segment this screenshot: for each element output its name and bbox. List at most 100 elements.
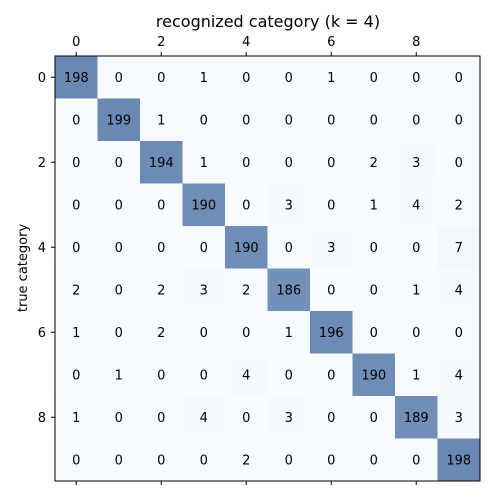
cell-value-label-r5-c4: 2 <box>242 283 250 298</box>
cell-value-label-r3-c4: 0 <box>242 198 250 213</box>
cell-value-label-r0-c1: 0 <box>115 71 123 86</box>
cell-value-label-r3-c7: 1 <box>370 198 378 213</box>
x-tick-label-8: 8 <box>412 35 420 50</box>
cell-value-label-r5-c2: 2 <box>157 283 165 298</box>
cell-value-label-r2-c0: 0 <box>72 156 80 171</box>
cell-value-label-r5-c5: 186 <box>276 283 301 298</box>
cell-value-label-r2-c7: 2 <box>370 156 378 171</box>
cell-value-label-r7-c7: 190 <box>361 368 386 383</box>
cell-value-label-r7-c0: 0 <box>72 368 80 383</box>
cell-value-label-r2-c4: 0 <box>242 156 250 171</box>
cell-value-label-r0-c2: 0 <box>157 71 165 86</box>
cell-value-label-r2-c3: 1 <box>200 156 208 171</box>
x-tick-label-0: 0 <box>72 35 80 50</box>
cell-value-label-r8-c0: 1 <box>72 411 80 426</box>
cell-value-label-r9-c0: 0 <box>72 453 80 468</box>
y-tick-label-2: 2 <box>38 156 46 171</box>
cell-value-label-r4-c7: 0 <box>370 241 378 256</box>
cell-value-label-r0-c4: 0 <box>242 71 250 86</box>
y-tick-label-0: 0 <box>38 71 46 86</box>
cell-value-label-r8-c7: 0 <box>370 411 378 426</box>
cell-value-label-r8-c4: 0 <box>242 411 250 426</box>
cell-value-label-r8-c8: 189 <box>404 411 429 426</box>
cell-value-label-r4-c8: 0 <box>412 241 420 256</box>
cell-value-label-r4-c9: 7 <box>455 241 463 256</box>
cell-value-label-r0-c7: 0 <box>370 71 378 86</box>
cell-value-label-r7-c3: 0 <box>200 368 208 383</box>
cell-value-label-r7-c1: 1 <box>115 368 123 383</box>
cell-value-label-r6-c3: 0 <box>200 326 208 341</box>
cell-value-label-r2-c5: 0 <box>285 156 293 171</box>
y-axis-label: true category <box>16 224 31 313</box>
cell-value-label-r5-c6: 0 <box>327 283 335 298</box>
cell-value-label-r4-c4: 190 <box>234 241 259 256</box>
cell-value-label-r8-c3: 4 <box>200 411 208 426</box>
cell-value-label-r6-c9: 0 <box>455 326 463 341</box>
cell-value-label-r7-c8: 1 <box>412 368 420 383</box>
cell-value-label-r9-c8: 0 <box>412 453 420 468</box>
y-tick-label-6: 6 <box>38 326 46 341</box>
cell-value-label-r6-c1: 0 <box>115 326 123 341</box>
cell-value-label-r1-c0: 0 <box>72 113 80 128</box>
cell-value-label-r3-c9: 2 <box>455 198 463 213</box>
cell-value-label-r0-c8: 0 <box>412 71 420 86</box>
cell-value-label-r6-c2: 2 <box>157 326 165 341</box>
cell-value-label-r6-c6: 196 <box>319 326 344 341</box>
cell-value-label-r5-c0: 2 <box>72 283 80 298</box>
cell-value-label-r8-c9: 3 <box>455 411 463 426</box>
cell-value-label-r2-c6: 0 <box>327 156 335 171</box>
cell-value-label-r6-c7: 0 <box>370 326 378 341</box>
cell-value-label-r9-c2: 0 <box>157 453 165 468</box>
y-tick-label-4: 4 <box>38 241 46 256</box>
cell-value-label-r7-c4: 4 <box>242 368 250 383</box>
cell-value-label-r1-c8: 0 <box>412 113 420 128</box>
cell-value-label-r1-c4: 0 <box>242 113 250 128</box>
cell-value-label-r5-c3: 3 <box>200 283 208 298</box>
x-tick-label-6: 6 <box>327 35 335 50</box>
cell-value-label-r2-c8: 3 <box>412 156 420 171</box>
cell-value-label-r8-c1: 0 <box>115 411 123 426</box>
cell-value-label-r1-c1: 199 <box>106 113 131 128</box>
cell-value-label-r5-c1: 0 <box>115 283 123 298</box>
cell-value-label-r7-c6: 0 <box>327 368 335 383</box>
cell-value-label-r3-c8: 4 <box>412 198 420 213</box>
cell-value-label-r1-c3: 0 <box>200 113 208 128</box>
cell-value-label-r5-c7: 0 <box>370 283 378 298</box>
cell-value-label-r4-c3: 0 <box>200 241 208 256</box>
cell-value-label-r6-c5: 1 <box>285 326 293 341</box>
cell-value-label-r9-c6: 0 <box>327 453 335 468</box>
cell-value-label-r3-c1: 0 <box>115 198 123 213</box>
cell-value-label-r0-c3: 1 <box>200 71 208 86</box>
cell-value-label-r7-c2: 0 <box>157 368 165 383</box>
cell-value-label-r5-c9: 4 <box>455 283 463 298</box>
cell-value-label-r2-c2: 194 <box>149 156 174 171</box>
cell-value-label-r4-c2: 0 <box>157 241 165 256</box>
cell-value-label-r4-c5: 0 <box>285 241 293 256</box>
cell-value-label-r6-c0: 1 <box>72 326 80 341</box>
cell-value-label-r8-c6: 0 <box>327 411 335 426</box>
cell-value-label-r0-c9: 0 <box>455 71 463 86</box>
cell-value-label-r2-c1: 0 <box>115 156 123 171</box>
cell-value-label-r0-c6: 1 <box>327 71 335 86</box>
cell-value-label-r3-c2: 0 <box>157 198 165 213</box>
cell-value-label-r1-c9: 0 <box>455 113 463 128</box>
heatmap-cells: 198 0 0 1 0 0 1 0 0 00 199 1 0 0 0 0 0 0 00 0 194 1 0 0 0 2 3 00 0 0 1… <box>55 56 481 482</box>
cell-value-label-r4-c6: 3 <box>327 241 335 256</box>
cell-value-label-r8-c2: 0 <box>157 411 165 426</box>
cell-value-label-r4-c0: 0 <box>72 241 80 256</box>
cell-value-label-r1-c6: 0 <box>327 113 335 128</box>
y-tick-label-8: 8 <box>38 411 46 426</box>
cell-value-label-r7-c9: 4 <box>455 368 463 383</box>
cell-value-label-r9-c4: 2 <box>242 453 250 468</box>
cell-value-label-r9-c1: 0 <box>115 453 123 468</box>
cell-value-label-r6-c4: 0 <box>242 326 250 341</box>
cell-value-label-r1-c7: 0 <box>370 113 378 128</box>
cell-value-label-r7-c5: 0 <box>285 368 293 383</box>
cell-value-label-r9-c7: 0 <box>370 453 378 468</box>
cell-value-label-r3-c5: 3 <box>285 198 293 213</box>
cell-value-label-r3-c6: 0 <box>327 198 335 213</box>
cell-value-label-r4-c1: 0 <box>115 241 123 256</box>
cell-value-label-r2-c9: 0 <box>455 156 463 171</box>
cell-value-label-r1-c5: 0 <box>285 113 293 128</box>
